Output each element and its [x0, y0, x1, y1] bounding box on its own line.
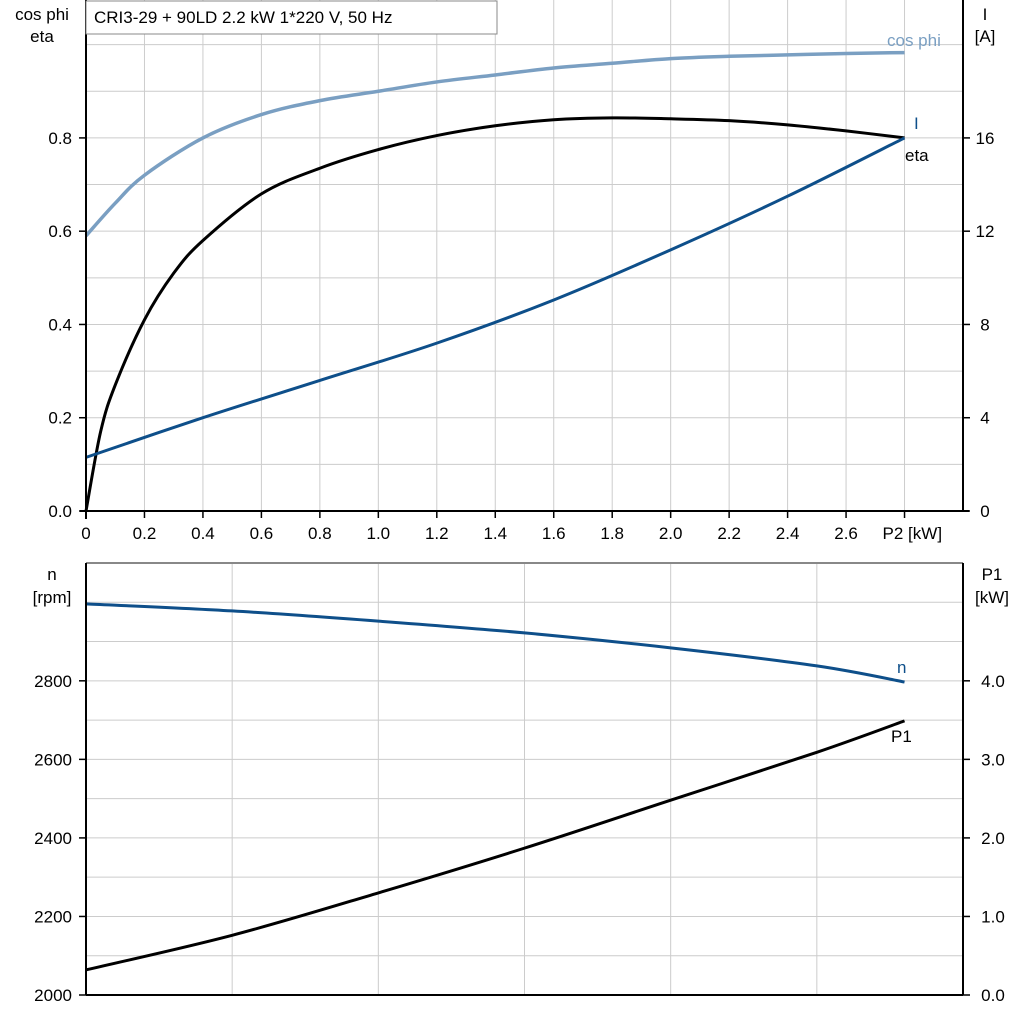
x-tick-label: 0.4 — [191, 524, 215, 543]
axes — [79, 0, 970, 996]
y-right-tick-label: 12 — [976, 222, 995, 241]
x-tick-label: 0 — [81, 524, 90, 543]
y-left-tick-label: 2800 — [34, 672, 72, 691]
y-right-tick-label: 4 — [980, 409, 989, 428]
top-grid — [86, 0, 963, 511]
x-tick-label: 1.8 — [600, 524, 624, 543]
y-left-label-unit: [rpm] — [33, 588, 72, 607]
y-left-label-n: n — [47, 565, 56, 584]
y-left-tick-label: 0.6 — [48, 222, 72, 241]
y-right-label-I: I — [983, 5, 988, 24]
y-right-tick-label: 16 — [976, 129, 995, 148]
x-tick-label: 0.2 — [133, 524, 157, 543]
y-left-tick-label: 2000 — [34, 986, 72, 1005]
chart-title: CRI3-29 + 90LD 2.2 kW 1*220 V, 50 Hz — [94, 8, 392, 27]
series-P1 — [85, 719, 906, 972]
y-right-tick-label: 4.0 — [981, 672, 1005, 691]
y-right-tick-label: 0.0 — [981, 986, 1005, 1005]
y-left-tick-label: 2400 — [34, 829, 72, 848]
series-label-I: I — [914, 114, 919, 133]
series-eta — [84, 116, 905, 512]
x-tick-label: 2.2 — [717, 524, 741, 543]
x-tick-label: 2.4 — [776, 524, 800, 543]
y-left-tick-label: 0.2 — [48, 409, 72, 428]
y-left-tick-label: 2200 — [34, 907, 72, 926]
x-axis-label: P2 [kW] — [883, 524, 943, 543]
title-box — [85, 0, 498, 35]
y-right-label-P1: P1 — [982, 565, 1003, 584]
x-tick-label: 2.6 — [834, 524, 858, 543]
x-tick-label: 2.0 — [659, 524, 683, 543]
y-left-label-eta: eta — [30, 27, 54, 46]
y-right-label-unit: [kW] — [975, 588, 1009, 607]
y-right-tick-label: 0 — [980, 502, 989, 521]
x-tick-label: 1.0 — [367, 524, 391, 543]
y-left-tick-label: 2600 — [34, 750, 72, 769]
bottom-grid — [86, 562, 963, 995]
curves — [84, 50, 906, 972]
x-tick-label: 0.6 — [250, 524, 274, 543]
y-right-label-unit: [A] — [975, 27, 996, 46]
y-right-tick-label: 1.0 — [981, 907, 1005, 926]
y-right-tick-label: 8 — [980, 315, 989, 334]
series-I — [85, 136, 906, 459]
x-tick-label: 1.6 — [542, 524, 566, 543]
x-tick-label: 1.4 — [483, 524, 507, 543]
series-label-P1: P1 — [891, 727, 912, 746]
y-left-tick-label: 0.4 — [48, 315, 72, 334]
y-right-tick-label: 3.0 — [981, 750, 1005, 769]
series-label-eta: eta — [905, 146, 929, 165]
labels: 0 0.2 0.4 0.6 0.8 1.0 1.2 1.4 1.6 1.8 2.0 2.2 2.4 2.6… — [15, 5, 1009, 1005]
y-left-tick-label: 0.0 — [48, 502, 72, 521]
x-tick-label: 1.2 — [425, 524, 449, 543]
y-left-label-cosphi: cos phi — [15, 5, 69, 24]
series-label-n: n — [897, 658, 906, 677]
y-right-tick-label: 2.0 — [981, 829, 1005, 848]
x-tick-label: 0.8 — [308, 524, 332, 543]
y-left-tick-label: 0.8 — [48, 129, 72, 148]
series-cos-phi — [84, 50, 905, 238]
series-label-cos-phi: cos phi — [887, 31, 941, 50]
series-n — [85, 602, 905, 684]
